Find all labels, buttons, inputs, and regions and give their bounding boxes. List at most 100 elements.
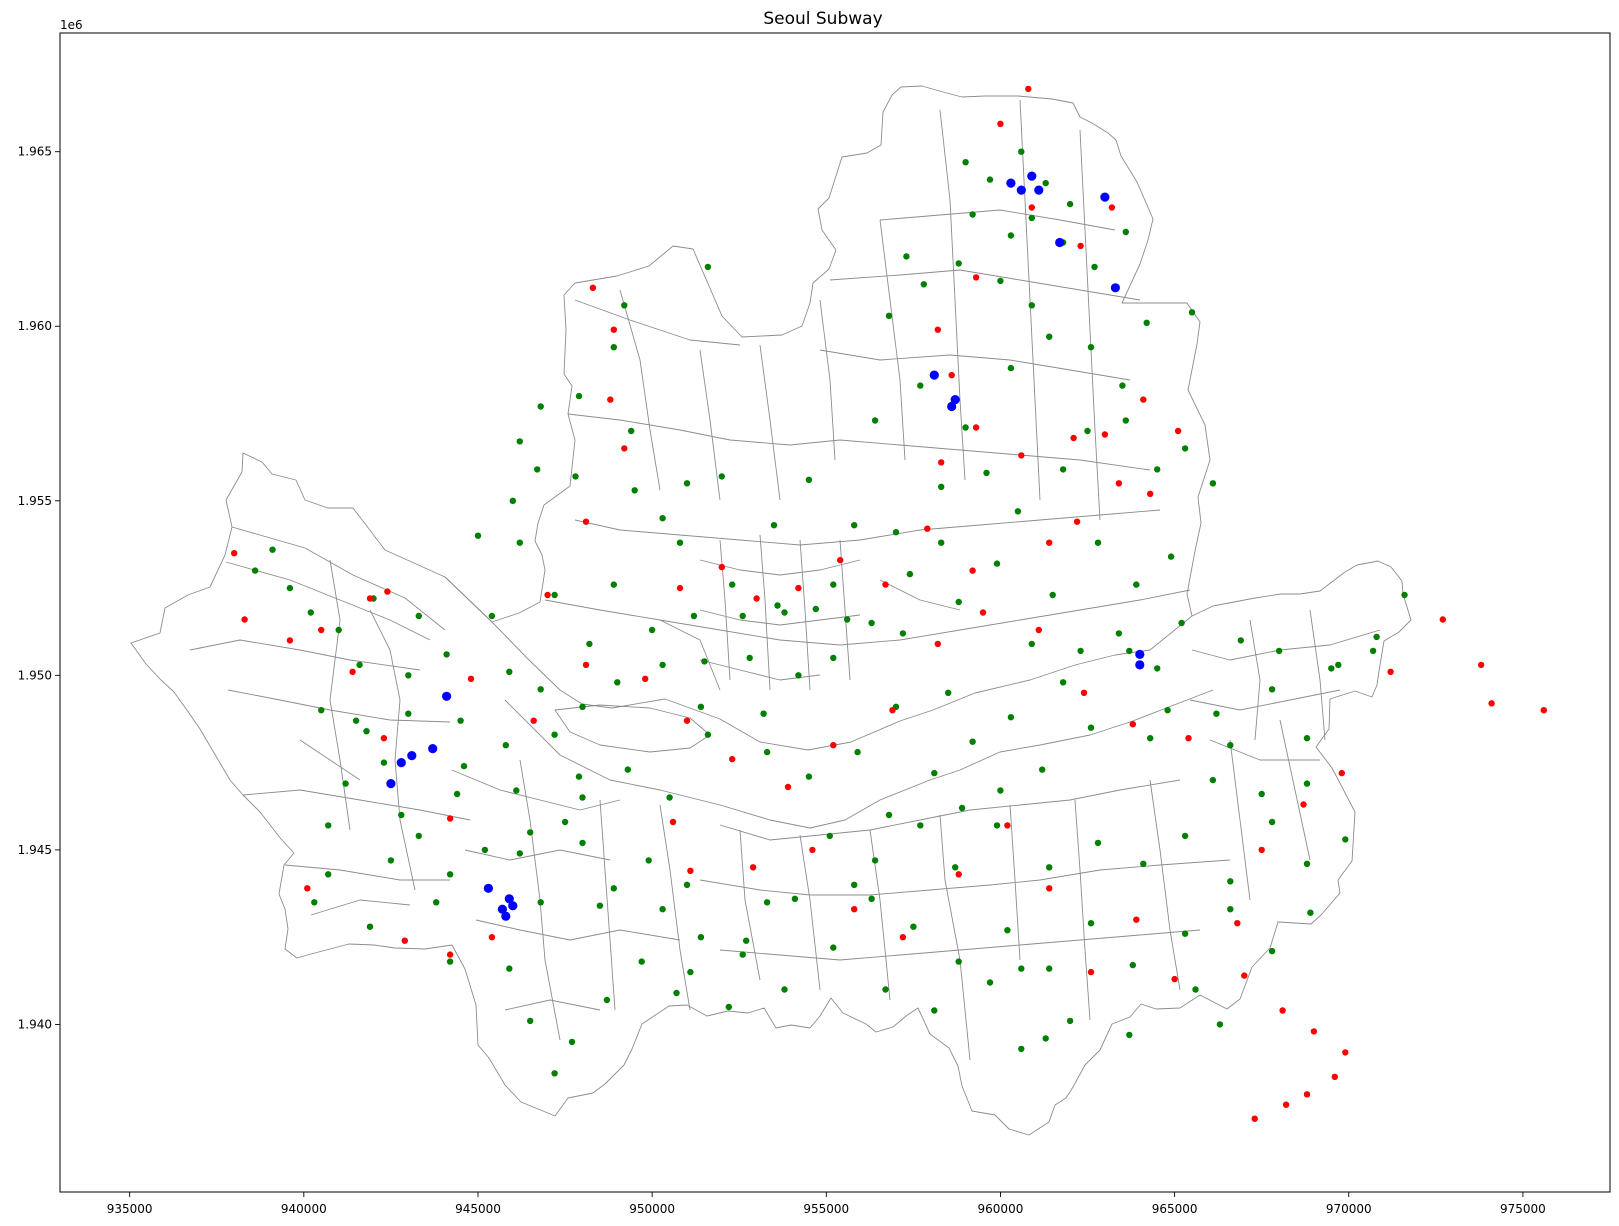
green-point [579, 839, 586, 847]
green-point [718, 473, 725, 480]
green-point [952, 864, 959, 871]
y-axis-offset-label: 1e6 [60, 18, 83, 32]
green-point [1066, 200, 1074, 208]
red-point [1004, 822, 1011, 829]
green-point [648, 626, 656, 634]
red-point [969, 567, 976, 574]
green-point [537, 899, 544, 906]
red-point [955, 871, 962, 878]
green-point [586, 640, 593, 648]
red-point [1279, 1007, 1286, 1014]
green-point [1028, 640, 1036, 648]
red-point [1282, 1101, 1290, 1108]
green-point [446, 871, 454, 878]
green-point [307, 609, 314, 616]
green-point [729, 581, 736, 588]
green-point [318, 707, 325, 714]
green-point [1373, 633, 1380, 641]
green-point [805, 476, 813, 483]
green-point [871, 417, 879, 424]
green-point [645, 857, 652, 864]
green-point [1066, 1017, 1074, 1025]
green-point [1227, 878, 1234, 885]
red-point [642, 675, 649, 682]
blue-point [407, 751, 417, 761]
red-point [837, 556, 844, 564]
green-point [1303, 735, 1311, 742]
green-point [1369, 647, 1377, 655]
green-point [575, 773, 583, 780]
green-point [763, 748, 771, 756]
green-point [1094, 539, 1102, 546]
green-point [906, 570, 914, 578]
green-point [885, 811, 893, 819]
red-point [889, 707, 896, 714]
green-point [1237, 637, 1245, 644]
green-point [725, 1003, 732, 1011]
green-point [1087, 724, 1095, 731]
green-point [962, 159, 969, 166]
green-point [931, 1007, 938, 1014]
green-point [983, 469, 990, 477]
x-tick-label: 945000 [455, 1202, 501, 1216]
red-point [488, 934, 496, 941]
red-point [446, 951, 454, 958]
green-point [311, 899, 318, 906]
green-point [610, 344, 617, 351]
green-point [1018, 148, 1025, 155]
green-point [516, 850, 523, 857]
green-point [1046, 864, 1053, 871]
green-point [830, 581, 837, 588]
green-point [704, 731, 712, 738]
green-point [920, 281, 927, 288]
green-point [537, 403, 544, 410]
green-point [1164, 707, 1171, 714]
green-point [433, 899, 440, 906]
green-point [1115, 630, 1123, 637]
y-tick-label: 1.940 [18, 1017, 52, 1031]
green-point [962, 424, 969, 431]
green-point [551, 591, 558, 599]
green-point [993, 822, 1001, 829]
red-point [1540, 707, 1548, 714]
green-point [1087, 920, 1095, 927]
red-point [729, 755, 736, 763]
green-point [551, 731, 558, 738]
han-river-north-bank [444, 576, 1193, 751]
green-point [1049, 591, 1056, 599]
red-point [1028, 204, 1036, 211]
red-point [582, 661, 590, 669]
green-point [513, 787, 520, 794]
green-point [488, 612, 496, 620]
green-point [1129, 961, 1137, 969]
blue-point [1110, 283, 1120, 293]
red-point [718, 563, 725, 571]
blue-point [504, 894, 514, 904]
red-point [231, 550, 238, 557]
green-point [1268, 686, 1276, 693]
green-point [446, 958, 454, 965]
scatter-points [231, 85, 1548, 1122]
green-point [1192, 986, 1199, 993]
blue-point [1027, 171, 1037, 181]
red-point [582, 518, 590, 525]
red-point [749, 864, 757, 871]
red-point [467, 675, 475, 682]
red-point [530, 717, 537, 724]
red-point [972, 274, 980, 281]
red-point [544, 591, 551, 599]
green-point [610, 581, 617, 588]
green-point [1018, 965, 1025, 972]
red-point [1251, 1115, 1258, 1122]
blue-point [396, 758, 406, 768]
blue-point [1016, 185, 1026, 195]
green-point [506, 668, 513, 675]
green-point [1042, 1035, 1049, 1042]
blue-point [428, 744, 438, 754]
green-point [1039, 766, 1046, 773]
green-point [993, 560, 1001, 567]
green-point [1007, 364, 1015, 372]
blue-point [947, 401, 957, 412]
red-point [607, 396, 614, 403]
green-point [1004, 927, 1011, 934]
